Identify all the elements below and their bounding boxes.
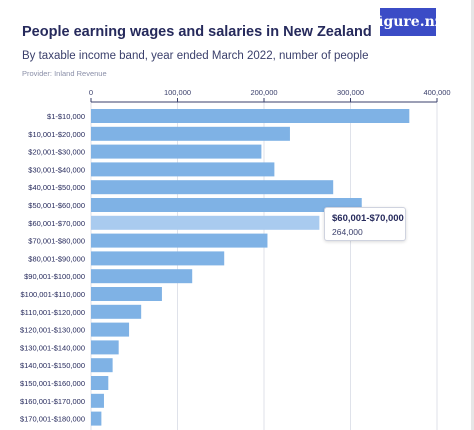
category-label: $70,001-$80,000 — [28, 237, 85, 246]
category-label: $150,001-$160,000 — [20, 379, 85, 388]
chart-subtitle: By taxable income band, year ended March… — [22, 50, 369, 62]
category-label: $30,001-$40,000 — [28, 165, 85, 174]
bar — [91, 304, 142, 319]
chart-title: People earning wages and salaries in New… — [22, 24, 372, 40]
bar-tooltip: $60,001-$70,000 264,000 — [324, 207, 406, 241]
bar — [91, 180, 334, 195]
category-label: $60,001-$70,000 — [28, 219, 85, 228]
category-label: $50,001-$60,000 — [28, 201, 85, 210]
bar — [91, 322, 130, 337]
x-tick-label: 100,000 — [164, 88, 191, 97]
figure-nz-logo[interactable]: figure.nz — [373, 8, 443, 36]
category-label: $140,001-$150,000 — [20, 361, 85, 370]
bar — [91, 251, 225, 266]
x-tick-label: 0 — [89, 88, 93, 97]
category-label: $130,001-$140,000 — [20, 343, 85, 352]
bar — [91, 198, 362, 212]
bar — [91, 411, 102, 426]
bar — [91, 162, 275, 177]
category-label: $120,001-$130,000 — [20, 326, 85, 335]
x-tick-label: 200,000 — [250, 88, 277, 97]
category-label: $40,001-$50,000 — [28, 183, 85, 192]
bar — [91, 109, 410, 123]
bar — [91, 144, 262, 159]
category-label: $20,001-$30,000 — [28, 148, 85, 157]
tooltip-value: 264,000 — [332, 227, 363, 237]
bar — [91, 269, 193, 284]
bar — [91, 287, 162, 301]
category-label: $170,001-$180,000 — [20, 415, 85, 424]
x-tick-label: 400,000 — [423, 88, 450, 97]
category-label: $110,001-$120,000 — [20, 308, 85, 317]
bar — [91, 376, 109, 390]
bar — [91, 358, 113, 373]
bar — [91, 126, 290, 141]
category-label: $90,001-$100,000 — [24, 272, 85, 281]
bar — [91, 340, 119, 355]
bar — [91, 393, 104, 408]
bar — [91, 215, 320, 230]
category-label: $160,001-$170,000 — [20, 397, 85, 406]
tooltip-category: $60,001-$70,000 — [332, 213, 404, 224]
x-tick-label: 300,000 — [337, 88, 364, 97]
category-label: $100,001-$110,000 — [20, 290, 85, 299]
bar — [91, 233, 268, 248]
category-label: $80,001-$90,000 — [28, 254, 85, 263]
category-label: $10,001-$20,000 — [28, 130, 85, 139]
category-label: $1-$10,000 — [47, 112, 85, 121]
provider-label: Provider: Inland Revenue — [22, 69, 107, 78]
